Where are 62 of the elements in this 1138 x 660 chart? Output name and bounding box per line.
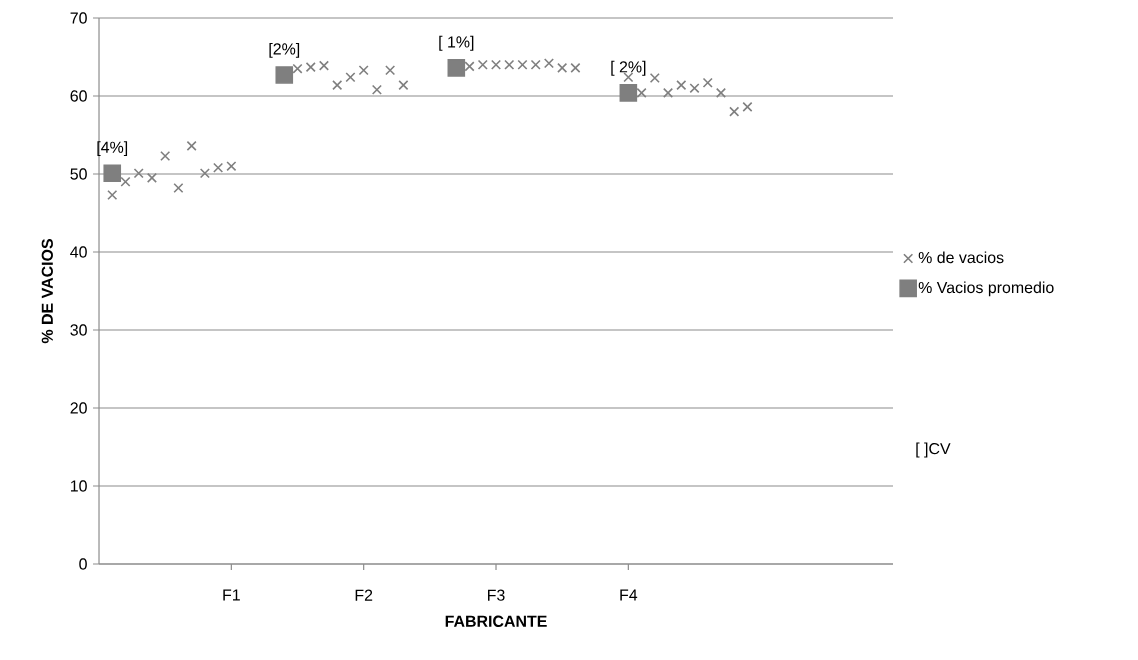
point bbox=[345, 72, 356, 83]
point bbox=[676, 80, 687, 91]
point bbox=[477, 59, 488, 70]
y-tick-label: 60 bbox=[70, 90, 87, 102]
point bbox=[199, 168, 210, 179]
point bbox=[160, 151, 171, 162]
point bbox=[702, 77, 713, 88]
point bbox=[663, 87, 674, 98]
point bbox=[517, 59, 528, 70]
y-tick-label: 10 bbox=[70, 480, 87, 492]
point bbox=[318, 60, 330, 71]
point bbox=[146, 172, 157, 183]
point bbox=[530, 59, 541, 70]
point bbox=[173, 182, 184, 194]
point bbox=[636, 87, 647, 98]
point bbox=[385, 65, 396, 76]
point bbox=[358, 65, 369, 76]
point bbox=[490, 59, 502, 70]
point bbox=[464, 61, 475, 72]
y-tick-label: 20 bbox=[70, 402, 87, 414]
point bbox=[292, 63, 303, 74]
point bbox=[570, 62, 581, 73]
point bbox=[213, 162, 224, 173]
annotation: [ 1%] bbox=[439, 35, 474, 51]
point bbox=[186, 140, 197, 151]
annotation: [2%] bbox=[269, 42, 300, 58]
point bbox=[729, 106, 740, 117]
legend-label: % Vacios promedio bbox=[918, 281, 1054, 297]
point bbox=[398, 80, 409, 91]
y-tick-label: 40 bbox=[70, 246, 87, 258]
x-tick-label: F4 bbox=[620, 589, 638, 601]
annotation: [ 2%] bbox=[611, 60, 646, 76]
annotation: [4%] bbox=[97, 141, 128, 157]
y-tick-label: 50 bbox=[70, 168, 87, 180]
point bbox=[742, 101, 753, 112]
y-tick-label: 70 bbox=[70, 12, 87, 24]
point bbox=[120, 176, 131, 187]
point bbox=[305, 62, 316, 73]
point bbox=[275, 66, 294, 84]
x-tick-label: F3 bbox=[488, 589, 505, 601]
legend-label: % de vacios bbox=[918, 251, 1004, 264]
text: [ ]CV bbox=[916, 442, 951, 458]
point bbox=[557, 62, 568, 73]
y-axis-title: % DE VACIOS bbox=[41, 239, 53, 344]
y-tick-label: 30 bbox=[70, 324, 87, 336]
x-tick-label: F2 bbox=[355, 589, 373, 601]
x-axis-title: FABRICANTE bbox=[445, 615, 547, 627]
point bbox=[649, 73, 660, 84]
point bbox=[107, 190, 118, 201]
x-tick-label: F1 bbox=[223, 589, 240, 601]
y-tick-label: 0 bbox=[79, 558, 87, 570]
point bbox=[689, 83, 700, 94]
point bbox=[619, 84, 638, 102]
point bbox=[332, 80, 343, 91]
point bbox=[133, 168, 144, 179]
point bbox=[103, 164, 122, 183]
point bbox=[226, 161, 237, 172]
point bbox=[371, 84, 382, 95]
point bbox=[504, 59, 515, 70]
point bbox=[715, 87, 727, 98]
point bbox=[447, 59, 466, 77]
point bbox=[543, 58, 554, 69]
